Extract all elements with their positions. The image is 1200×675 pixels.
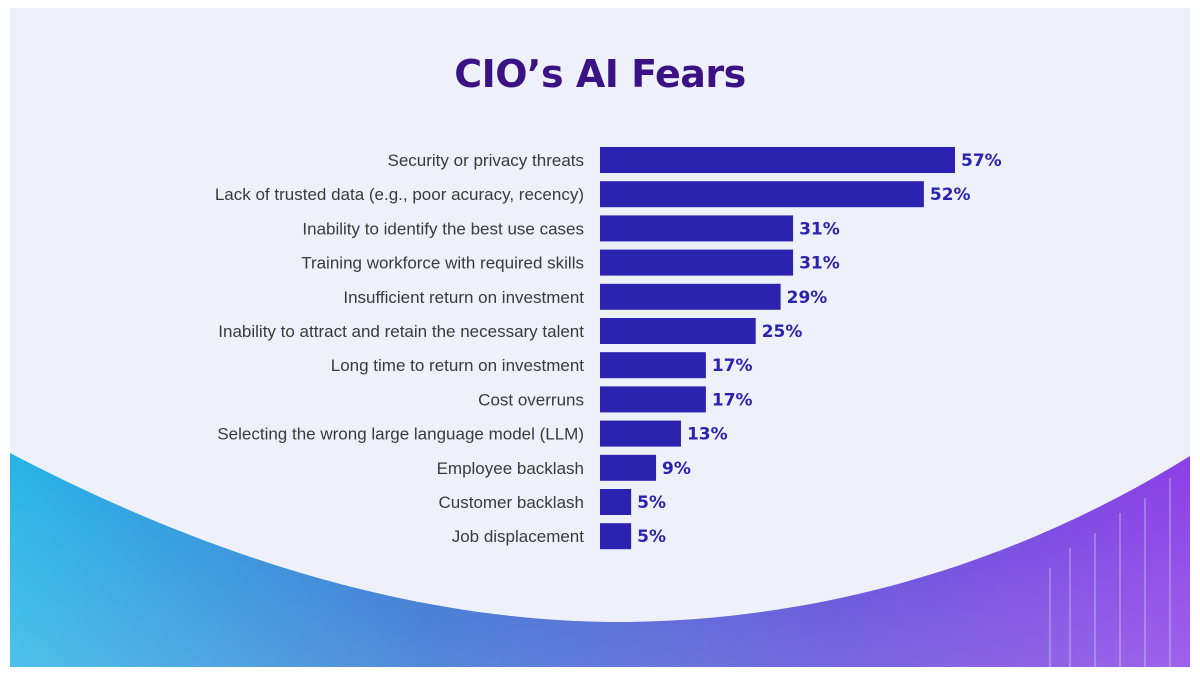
value-label: 25%: [762, 322, 803, 342]
category-label: Job displacement: [452, 527, 585, 546]
category-label: Selecting the wrong large language model…: [217, 425, 584, 444]
chart-title: CIO’s AI Fears: [454, 52, 746, 96]
bar: [600, 489, 632, 515]
value-label: 31%: [799, 254, 840, 274]
chart-canvas: CIO’s AI Fears Security or privacy threa…: [10, 8, 1190, 667]
category-label: Customer backlash: [438, 493, 584, 512]
value-label: 29%: [787, 288, 828, 308]
value-label: 5%: [637, 527, 666, 547]
value-label: 13%: [687, 425, 728, 445]
bar: [600, 523, 632, 550]
category-label: Inability to attract and retain the nece…: [218, 322, 584, 341]
bar: [600, 386, 706, 413]
value-label: 57%: [961, 151, 1002, 171]
background-wave: [10, 453, 1190, 667]
category-label: Training workforce with required skills: [301, 254, 584, 273]
bar: [600, 352, 706, 379]
bar: [600, 283, 781, 310]
category-label: Long time to return on investment: [331, 356, 585, 375]
category-label: Cost overruns: [478, 390, 584, 409]
value-label: 9%: [662, 459, 691, 479]
bar-chart: Security or privacy threats 57% Lack of tr…: [215, 147, 1002, 550]
bar: [600, 147, 955, 173]
category-label: Employee backlash: [437, 459, 584, 478]
bar: [600, 249, 794, 276]
value-label: 17%: [712, 356, 753, 376]
category-label: Security or privacy threats: [387, 151, 584, 170]
value-label: 5%: [637, 493, 666, 513]
bar: [600, 420, 681, 447]
bar: [600, 318, 756, 344]
value-label: 31%: [799, 219, 840, 239]
category-label: Lack of trusted data (e.g., poor acuracy…: [215, 185, 584, 204]
category-label: Inability to identify the best use cases: [302, 219, 584, 238]
bar: [600, 181, 924, 208]
category-label: Insufficient return on investment: [343, 288, 584, 307]
bar: [600, 454, 657, 481]
bar: [600, 215, 794, 242]
value-label: 17%: [712, 390, 753, 410]
value-label: 52%: [930, 185, 971, 205]
